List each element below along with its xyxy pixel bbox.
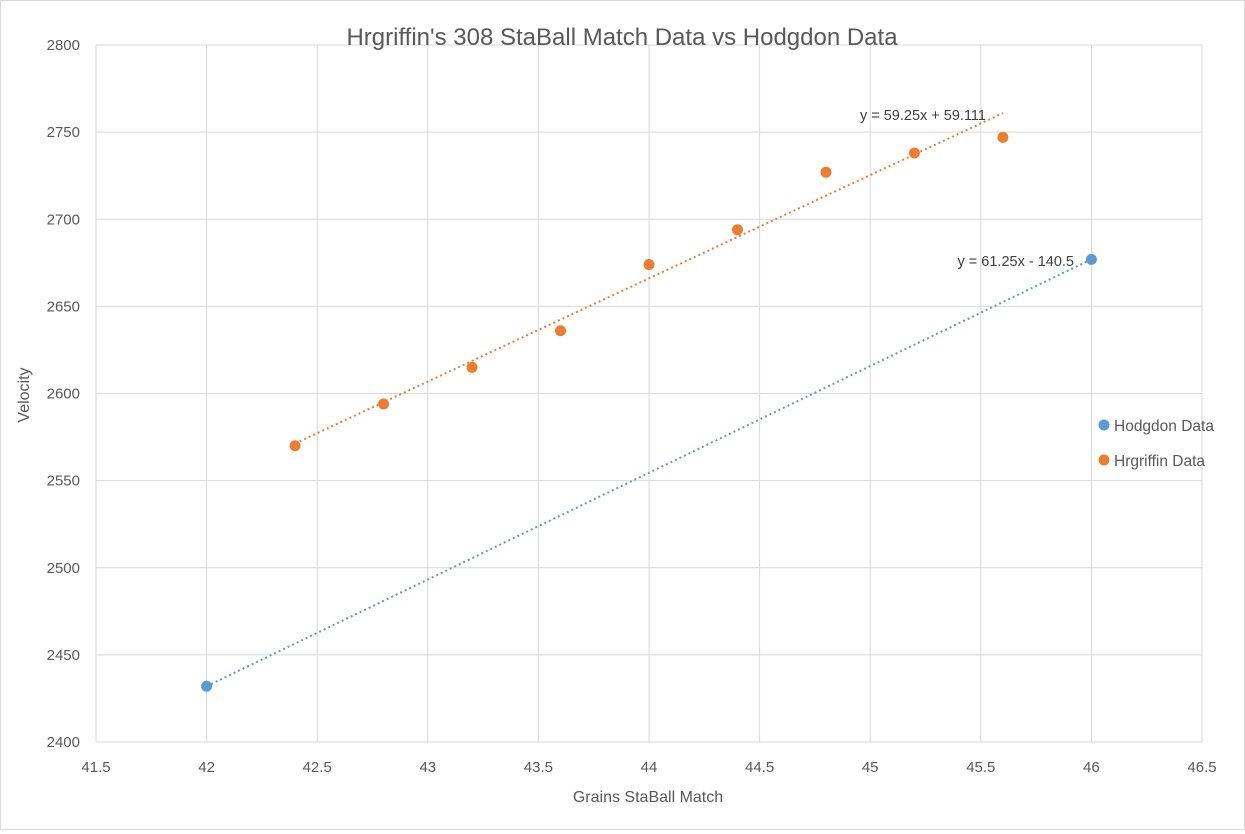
legend-marker [1098, 454, 1110, 466]
trendline-equation: y = 61.25x - 140.5 [958, 254, 1074, 270]
trendline-equations: y = 61.25x - 140.5 y = 59.25x + 59.111 [860, 108, 1074, 270]
x-tick-label: 43 [419, 759, 436, 776]
legend-label: Hrgriffin Data [1114, 453, 1205, 470]
y-tick-label: 2700 [47, 211, 80, 228]
data-point [908, 147, 920, 159]
trendlines [206, 112, 1092, 688]
x-axis-title: Grains StaBall Match [573, 789, 723, 806]
y-axis-title: Velocity [16, 367, 33, 422]
y-tick-label: 2550 [47, 473, 80, 490]
x-tick-label: 44 [641, 759, 658, 776]
data-point [1085, 253, 1097, 265]
data-point [643, 259, 655, 271]
legend-marker [1098, 419, 1110, 431]
x-tick-label: 44.5 [745, 759, 774, 776]
y-tick-label: 2650 [47, 298, 80, 315]
y-tick-label: 2450 [47, 647, 80, 664]
trendline-equation: y = 59.25x + 59.111 [860, 108, 986, 124]
data-point [820, 166, 832, 178]
x-tick-label: 45.5 [966, 759, 995, 776]
data-point [378, 398, 390, 410]
x-tick-label: 42.5 [303, 759, 332, 776]
data-point [731, 224, 743, 236]
x-axis-ticks: 41.5 42 42.5 43 43.5 44 44.5 45 45.5 46 46.5 [81, 759, 1216, 776]
trendline-hrgriffin [294, 112, 1004, 445]
data-point [201, 680, 213, 692]
x-tick-label: 46 [1083, 759, 1100, 776]
data-points [201, 131, 1097, 692]
trendline-hodgdon [206, 258, 1092, 688]
data-point [555, 325, 567, 337]
y-axis-ticks: 2400 2450 2500 2550 2600 2650 2700 2750 2800 [47, 37, 80, 751]
y-tick-label: 2800 [47, 37, 80, 54]
x-tick-label: 41.5 [81, 759, 110, 776]
legend: Hodgdon Data Hrgriffin Data [1098, 418, 1214, 470]
y-tick-label: 2600 [47, 386, 80, 403]
data-point [997, 131, 1009, 143]
y-tick-label: 2750 [47, 124, 80, 141]
y-tick-label: 2500 [47, 560, 80, 577]
legend-label: Hodgdon Data [1114, 418, 1214, 435]
y-tick-label: 2400 [47, 734, 80, 751]
x-tick-label: 43.5 [524, 759, 553, 776]
chart-title: Hrgriffin's 308 StaBall Match Data vs Ho… [346, 24, 898, 51]
x-tick-label: 46.5 [1187, 759, 1216, 776]
data-point [289, 440, 301, 452]
grid-lines [95, 44, 1203, 743]
x-tick-label: 45 [862, 759, 879, 776]
data-point [466, 361, 478, 373]
x-tick-label: 42 [198, 759, 215, 776]
